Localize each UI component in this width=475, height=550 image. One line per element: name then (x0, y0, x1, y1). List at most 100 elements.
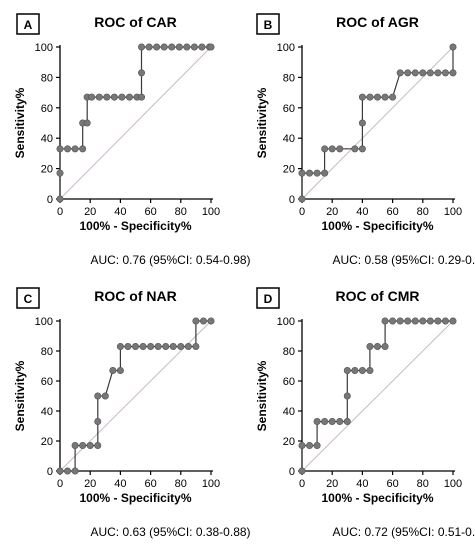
roc-point (313, 417, 321, 425)
roc-point (175, 43, 183, 51)
roc-point (404, 317, 412, 325)
roc-point (411, 69, 419, 77)
y-tick-label: 100 (35, 316, 53, 328)
roc-point (125, 93, 133, 101)
y-tick-label: 20 (283, 164, 295, 176)
x-tick-label: 100 (444, 478, 462, 490)
roc-point (79, 145, 87, 153)
chart-title: ROC of CMR (336, 288, 420, 304)
roc-point (328, 145, 336, 153)
y-tick-label: 0 (289, 194, 295, 206)
roc-point (389, 317, 397, 325)
x-tick-label: 100 (202, 206, 220, 218)
roc-point (199, 317, 207, 325)
y-tick-label: 0 (47, 194, 53, 206)
chart-title: ROC of NAR (94, 288, 176, 304)
roc-point (396, 317, 404, 325)
y-tick-label: 0 (289, 466, 295, 478)
y-tick-label: 60 (283, 376, 295, 388)
roc-point (313, 169, 321, 177)
auc-annotation: AUC: 0.72 (95%CI: 0.51-0.93) (332, 525, 475, 539)
roc-point (321, 145, 329, 153)
reference-diagonal (301, 320, 454, 472)
roc-point (426, 317, 434, 325)
x-tick-label: 20 (326, 478, 338, 490)
x-tick-label: 40 (114, 478, 126, 490)
roc-point (138, 93, 146, 101)
roc-point (110, 93, 118, 101)
x-tick-label: 20 (84, 206, 96, 218)
y-tick-label: 0 (47, 466, 53, 478)
x-axis-label: 100% - Specificity% (79, 491, 191, 505)
y-tick-label: 100 (277, 316, 295, 328)
x-tick-label: 0 (299, 478, 305, 490)
chart-title: ROC of CAR (94, 14, 176, 30)
roc-point (56, 145, 64, 153)
x-tick-label: 80 (417, 478, 429, 490)
y-tick-label: 80 (41, 72, 53, 84)
roc-point (177, 342, 185, 350)
auc-annotation: AUC: 0.63 (95%CI: 0.38-0.88) (90, 525, 250, 539)
y-tick-label: 40 (283, 133, 295, 145)
roc-point (298, 169, 306, 177)
roc-point (441, 69, 449, 77)
y-tick-label: 80 (283, 346, 295, 358)
roc-point (198, 43, 206, 51)
x-tick-label: 40 (114, 206, 126, 218)
x-axis-label: 100% - Specificity% (321, 219, 433, 233)
x-tick-label: 0 (57, 478, 63, 490)
panel-label: B (264, 18, 273, 32)
y-tick-label: 40 (41, 133, 53, 145)
y-tick-label: 20 (41, 436, 53, 448)
roc-point (336, 417, 344, 425)
roc-point (381, 93, 389, 101)
y-tick-label: 20 (283, 436, 295, 448)
roc-point (313, 441, 321, 449)
roc-point (207, 317, 215, 325)
roc-point (154, 342, 162, 350)
roc-point (321, 169, 329, 177)
x-tick-label: 60 (386, 206, 398, 218)
roc-point (147, 342, 155, 350)
roc-point (56, 467, 64, 475)
roc-point (358, 119, 366, 127)
roc-point (183, 43, 191, 51)
roc-point (366, 366, 374, 374)
reference-diagonal (59, 46, 212, 200)
roc-point (336, 145, 344, 153)
auc-annotation: AUC: 0.58 (95%CI: 0.29-0.86) (332, 253, 475, 267)
roc-panel-a: A ROC of CAR 0 20 40 60 80 100 0 20 40 60 80 100 100% … (13, 13, 251, 267)
x-tick-label: 40 (356, 478, 368, 490)
y-axis-label: Sensitivity% (255, 360, 269, 431)
roc-point (94, 441, 102, 449)
roc-point (321, 417, 329, 425)
y-tick-label: 80 (41, 346, 53, 358)
x-tick-label: 80 (417, 206, 429, 218)
roc-point (83, 119, 91, 127)
y-axis-label: Sensitivity% (13, 87, 27, 158)
roc-point (71, 145, 79, 153)
roc-point (351, 145, 359, 153)
roc-point (404, 69, 412, 77)
roc-point (103, 93, 111, 101)
roc-point (56, 195, 64, 203)
roc-point (328, 417, 336, 425)
x-axis-label: 100% - Specificity% (321, 491, 433, 505)
y-axis-label: Sensitivity% (13, 360, 27, 431)
roc-point (389, 93, 397, 101)
roc-point (419, 317, 427, 325)
roc-point (145, 43, 153, 51)
roc-point (192, 317, 200, 325)
roc-point (153, 43, 161, 51)
roc-point (358, 366, 366, 374)
roc-point (95, 93, 103, 101)
panel-label-box (16, 13, 40, 35)
roc-point (71, 467, 79, 475)
roc-point (381, 342, 389, 350)
roc-point (343, 417, 351, 425)
roc-point (306, 441, 314, 449)
roc-point (118, 93, 126, 101)
roc-point (132, 342, 140, 350)
roc-point (79, 441, 87, 449)
